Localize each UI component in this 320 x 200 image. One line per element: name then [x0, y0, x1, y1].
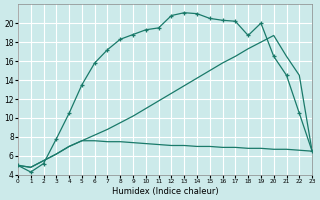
X-axis label: Humidex (Indice chaleur): Humidex (Indice chaleur): [112, 187, 218, 196]
